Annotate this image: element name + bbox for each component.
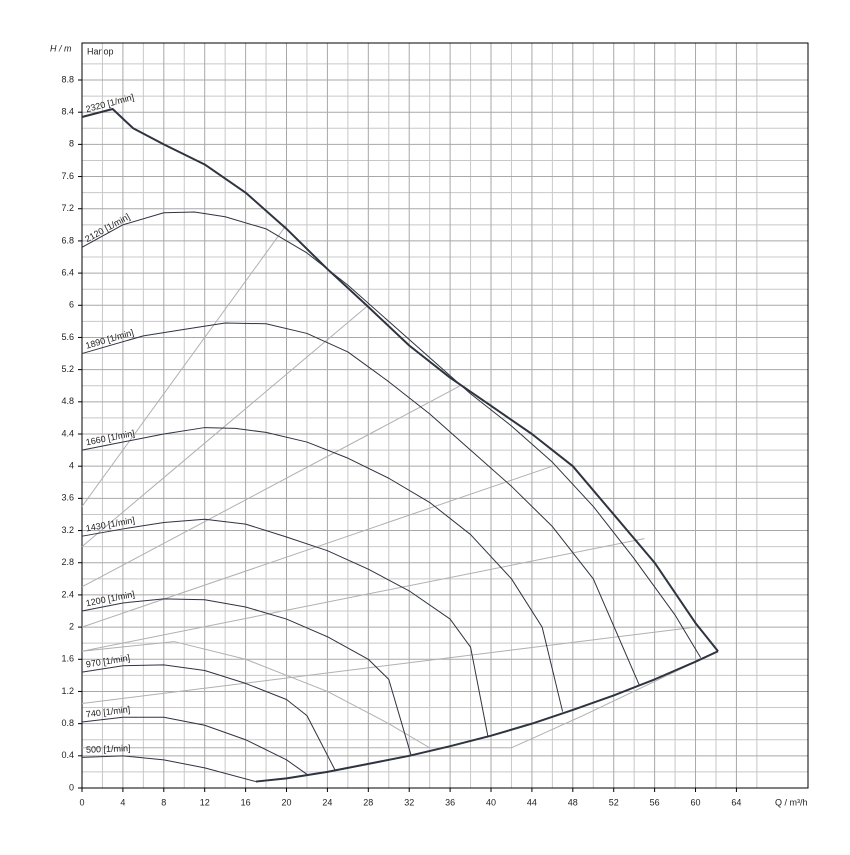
plot-frame bbox=[81, 42, 809, 789]
curve bbox=[255, 650, 719, 783]
curve bbox=[81, 518, 489, 737]
curve bbox=[81, 538, 645, 652]
x-tick-label: 60 bbox=[691, 797, 701, 807]
y-tick-label: 3.2 bbox=[61, 525, 74, 535]
curve bbox=[81, 664, 337, 772]
curve bbox=[81, 427, 564, 712]
x-tick-label: 36 bbox=[445, 797, 455, 807]
x-tick-label: 0 bbox=[79, 797, 84, 807]
y-tick-label: 0.4 bbox=[61, 750, 74, 760]
y-tick-label: 2 bbox=[69, 621, 74, 631]
y-tick-label: 4.4 bbox=[61, 428, 74, 438]
x-tick-label: 28 bbox=[363, 797, 373, 807]
x-tick-label: 20 bbox=[281, 797, 291, 807]
curve bbox=[81, 598, 412, 756]
curve bbox=[81, 107, 719, 652]
curve bbox=[81, 322, 640, 686]
y-tick-label: 2.8 bbox=[61, 557, 74, 567]
y-tick-label: 0 bbox=[69, 782, 74, 792]
curve bbox=[81, 755, 256, 783]
x-tick-label: 16 bbox=[241, 797, 251, 807]
curve bbox=[81, 211, 702, 658]
x-tick-label: 40 bbox=[486, 797, 496, 807]
y-axis-title: H / m bbox=[50, 43, 72, 53]
y-tick-label: 0.8 bbox=[61, 718, 74, 728]
x-tick-label: 56 bbox=[650, 797, 660, 807]
x-tick-label: 48 bbox=[568, 797, 578, 807]
y-tick-label: 8.8 bbox=[61, 74, 74, 84]
x-tick-label: 52 bbox=[609, 797, 619, 807]
plot-label: Hanop bbox=[87, 46, 114, 56]
curve bbox=[81, 641, 430, 749]
curve bbox=[81, 465, 553, 628]
x-axis-title: Q / m³/h bbox=[775, 797, 808, 807]
x-tick-label: 24 bbox=[322, 797, 332, 807]
curve bbox=[81, 716, 308, 775]
x-tick-label: 64 bbox=[731, 797, 741, 807]
x-tick-label: 12 bbox=[200, 797, 210, 807]
x-tick-label: 32 bbox=[404, 797, 414, 807]
y-tick-label: 5.6 bbox=[61, 332, 74, 342]
curve bbox=[82, 650, 719, 749]
curve bbox=[81, 304, 369, 548]
y-tick-label: 5.2 bbox=[61, 364, 74, 374]
y-tick-label: 2.4 bbox=[61, 589, 74, 599]
y-tick-label: 6 bbox=[69, 300, 74, 310]
curve-label: 500 [1/min] bbox=[86, 743, 131, 755]
y-tick-label: 8.4 bbox=[61, 107, 74, 117]
y-tick-label: 6.4 bbox=[61, 267, 74, 277]
y-tick-label: 6.8 bbox=[61, 235, 74, 245]
y-tick-label: 4 bbox=[69, 461, 74, 471]
y-tick-label: 4.8 bbox=[61, 396, 74, 406]
x-tick-label: 4 bbox=[120, 797, 125, 807]
curve bbox=[81, 224, 287, 507]
y-tick-label: 7.2 bbox=[61, 203, 74, 213]
y-tick-label: 7.6 bbox=[61, 171, 74, 181]
y-tick-label: 1.2 bbox=[61, 686, 74, 696]
y-tick-label: 1.6 bbox=[61, 654, 74, 664]
x-tick-label: 44 bbox=[527, 797, 537, 807]
y-tick-label: 3.6 bbox=[61, 493, 74, 503]
x-tick-label: 8 bbox=[161, 797, 166, 807]
curve bbox=[81, 385, 461, 588]
y-tick-label: 8 bbox=[69, 139, 74, 149]
curve bbox=[81, 626, 696, 705]
